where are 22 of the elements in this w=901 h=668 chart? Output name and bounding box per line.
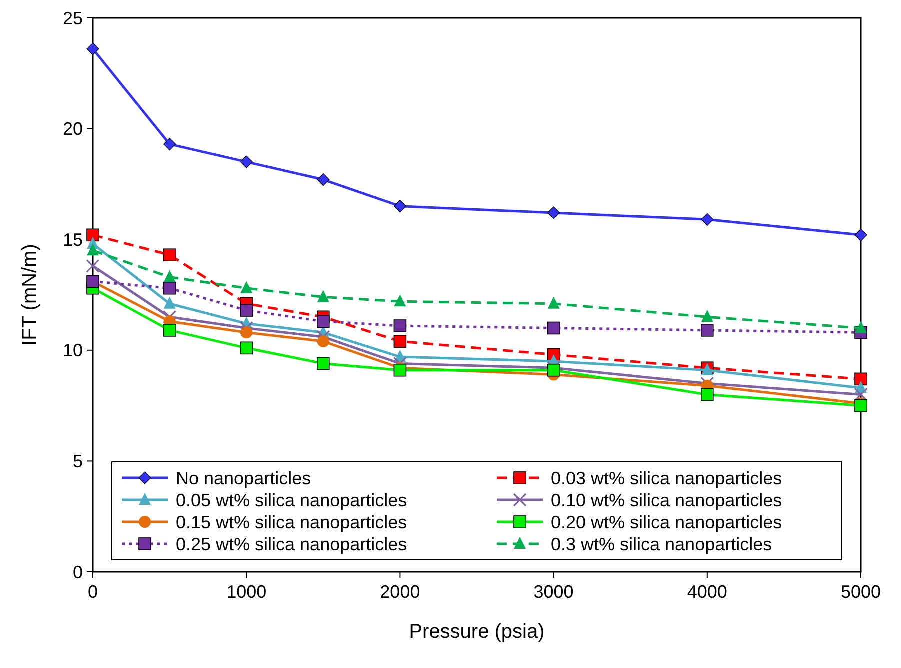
legend-label: 0.03 wt% silica nanoparticles (551, 468, 782, 488)
y-tick-label: 25 (62, 8, 83, 28)
legend-label: 0.3 wt% silica nanoparticles (551, 534, 772, 554)
x-tick-label: 1000 (226, 582, 267, 602)
legend-label: No nanoparticles (176, 468, 312, 488)
legend-label: 0.10 wt% silica nanoparticles (551, 490, 782, 510)
y-tick-label: 0 (72, 562, 83, 582)
legend-label: 0.15 wt% silica nanoparticles (176, 512, 408, 532)
x-tick-label: 4000 (687, 582, 728, 602)
x-tick-label: 0 (88, 582, 98, 602)
legend-label: 0.25 wt% silica nanoparticles (176, 534, 408, 554)
x-axis-title: Pressure (psia) (409, 621, 545, 643)
x-tick-label: 2000 (380, 582, 420, 602)
y-axis-title: IFT (mN/m) (19, 244, 41, 346)
x-tick-label: 5000 (840, 582, 882, 602)
y-tick-label: 15 (62, 230, 83, 250)
y-tick-label: 20 (62, 119, 83, 140)
x-tick-label: 3000 (534, 582, 574, 602)
y-tick-label: 5 (72, 452, 83, 472)
y-tick-label: 10 (62, 340, 83, 361)
legend-label: 0.05 wt% silica nanoparticles (176, 490, 408, 510)
legend-label: 0.20 wt% silica nanoparticles (551, 512, 782, 532)
